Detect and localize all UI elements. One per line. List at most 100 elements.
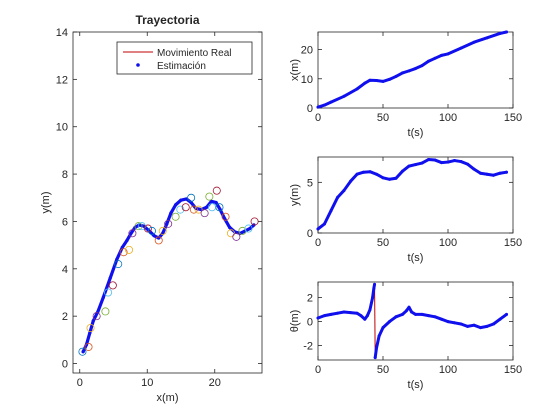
tht-point bbox=[365, 314, 369, 318]
xt-point bbox=[316, 105, 320, 109]
yt-xtick-label: 100 bbox=[439, 237, 457, 249]
measurement-circle bbox=[164, 219, 173, 228]
tht-xtick-label: 150 bbox=[504, 364, 522, 376]
tht-point bbox=[466, 324, 469, 328]
tht-point bbox=[355, 311, 359, 315]
estimacion-point bbox=[189, 200, 193, 205]
tht-point bbox=[459, 322, 463, 326]
yt-xtick-label: 0 bbox=[315, 237, 321, 249]
xt-point bbox=[355, 87, 359, 91]
estimacion-point bbox=[248, 226, 252, 231]
theta-wrap-line bbox=[374, 284, 376, 358]
tht-xtick-label: 0 bbox=[315, 364, 321, 376]
traj-ylabel: y(m) bbox=[40, 192, 52, 214]
xt-point bbox=[414, 67, 417, 71]
yt-point bbox=[375, 172, 378, 176]
xt-point bbox=[363, 81, 367, 85]
estimacion-point bbox=[228, 225, 232, 229]
tht-point bbox=[336, 311, 339, 315]
xt-point bbox=[329, 100, 333, 104]
tht-ytick-label: 2 bbox=[307, 293, 313, 305]
yt-point bbox=[453, 159, 456, 163]
measurement-circle bbox=[147, 226, 156, 235]
xt-plot-area bbox=[316, 30, 508, 109]
legend-label-real: Movimiento Real bbox=[157, 48, 231, 59]
yt-point bbox=[427, 158, 430, 162]
measurement-circle bbox=[114, 260, 123, 269]
xt-ytick-label: 0 bbox=[307, 103, 313, 115]
tht-point bbox=[505, 312, 508, 316]
tht-point bbox=[407, 305, 411, 309]
xt-point bbox=[440, 53, 443, 57]
traj-xtick-label: 20 bbox=[209, 377, 221, 389]
estimacion-point bbox=[152, 234, 156, 238]
tht-point bbox=[375, 346, 378, 350]
estimacion-point bbox=[209, 199, 213, 203]
traj-plot-area bbox=[78, 186, 259, 356]
yt-ylabel: y(m) bbox=[289, 184, 301, 206]
legend-box bbox=[116, 41, 253, 75]
measurement-circle bbox=[187, 193, 196, 202]
estimacion-point bbox=[174, 203, 178, 207]
xt-point bbox=[433, 56, 437, 60]
yt-point bbox=[394, 176, 398, 180]
tht-point bbox=[381, 326, 385, 330]
estimacion-point bbox=[165, 222, 169, 226]
tht-point bbox=[492, 322, 495, 326]
estimacion-point bbox=[179, 198, 183, 202]
tht-point bbox=[371, 296, 375, 300]
yt-point bbox=[433, 158, 437, 162]
xt-point bbox=[505, 30, 508, 34]
estimacion-point bbox=[214, 200, 218, 205]
xt-ylabel: x(m) bbox=[289, 59, 301, 81]
xt-point bbox=[375, 79, 378, 83]
traj-xlabel: x(m) bbox=[157, 392, 179, 404]
tht-ytick-label: 0 bbox=[307, 317, 313, 329]
measurement-circle bbox=[212, 186, 221, 195]
estimacion-point bbox=[91, 319, 95, 323]
tht-point bbox=[401, 312, 404, 316]
measurement-circle bbox=[250, 217, 259, 226]
xt-point bbox=[446, 52, 450, 56]
yt-point bbox=[316, 227, 320, 231]
measurement-circle bbox=[143, 224, 152, 233]
xt-xtick-label: 0 bbox=[315, 112, 321, 124]
xt-point bbox=[394, 74, 398, 78]
tht-point bbox=[373, 356, 377, 360]
measurement-circle bbox=[78, 347, 87, 356]
tht-point bbox=[404, 309, 408, 313]
measurement-circle bbox=[125, 245, 134, 254]
traj-ytick-label: 10 bbox=[56, 122, 68, 134]
tht-point bbox=[472, 323, 476, 327]
xt-xlabel: t(s) bbox=[408, 127, 424, 139]
measurement-circle bbox=[200, 209, 209, 218]
xt-ytick-label: 10 bbox=[301, 74, 313, 86]
tht-point bbox=[349, 311, 352, 315]
yt-point bbox=[498, 171, 502, 175]
xt-point bbox=[342, 94, 346, 98]
tht-point bbox=[498, 317, 502, 321]
tht-point bbox=[410, 310, 414, 314]
tht-point bbox=[414, 312, 417, 316]
xt-series bbox=[316, 30, 508, 109]
measurement-circle bbox=[232, 232, 241, 241]
traj-ytick-label: 6 bbox=[62, 216, 68, 228]
tht-point bbox=[453, 321, 456, 325]
tht-point bbox=[394, 315, 398, 319]
xt-point bbox=[368, 78, 372, 82]
estimacion-point bbox=[108, 276, 112, 280]
tht-point bbox=[323, 314, 326, 318]
yt-point bbox=[472, 167, 476, 171]
tht-point bbox=[479, 326, 482, 330]
measurement-circle bbox=[181, 203, 190, 212]
yt-ytick-label: 5 bbox=[307, 177, 313, 189]
yt-point bbox=[492, 173, 495, 177]
traj-title: Trayectoria bbox=[135, 13, 199, 27]
measurement-circle bbox=[171, 212, 180, 221]
traj-ytick-label: 14 bbox=[56, 27, 68, 39]
xt-xtick-label: 100 bbox=[439, 112, 457, 124]
yt-point bbox=[323, 222, 326, 226]
tht-xlabel: t(s) bbox=[408, 379, 424, 391]
measurement-circle bbox=[189, 205, 198, 214]
